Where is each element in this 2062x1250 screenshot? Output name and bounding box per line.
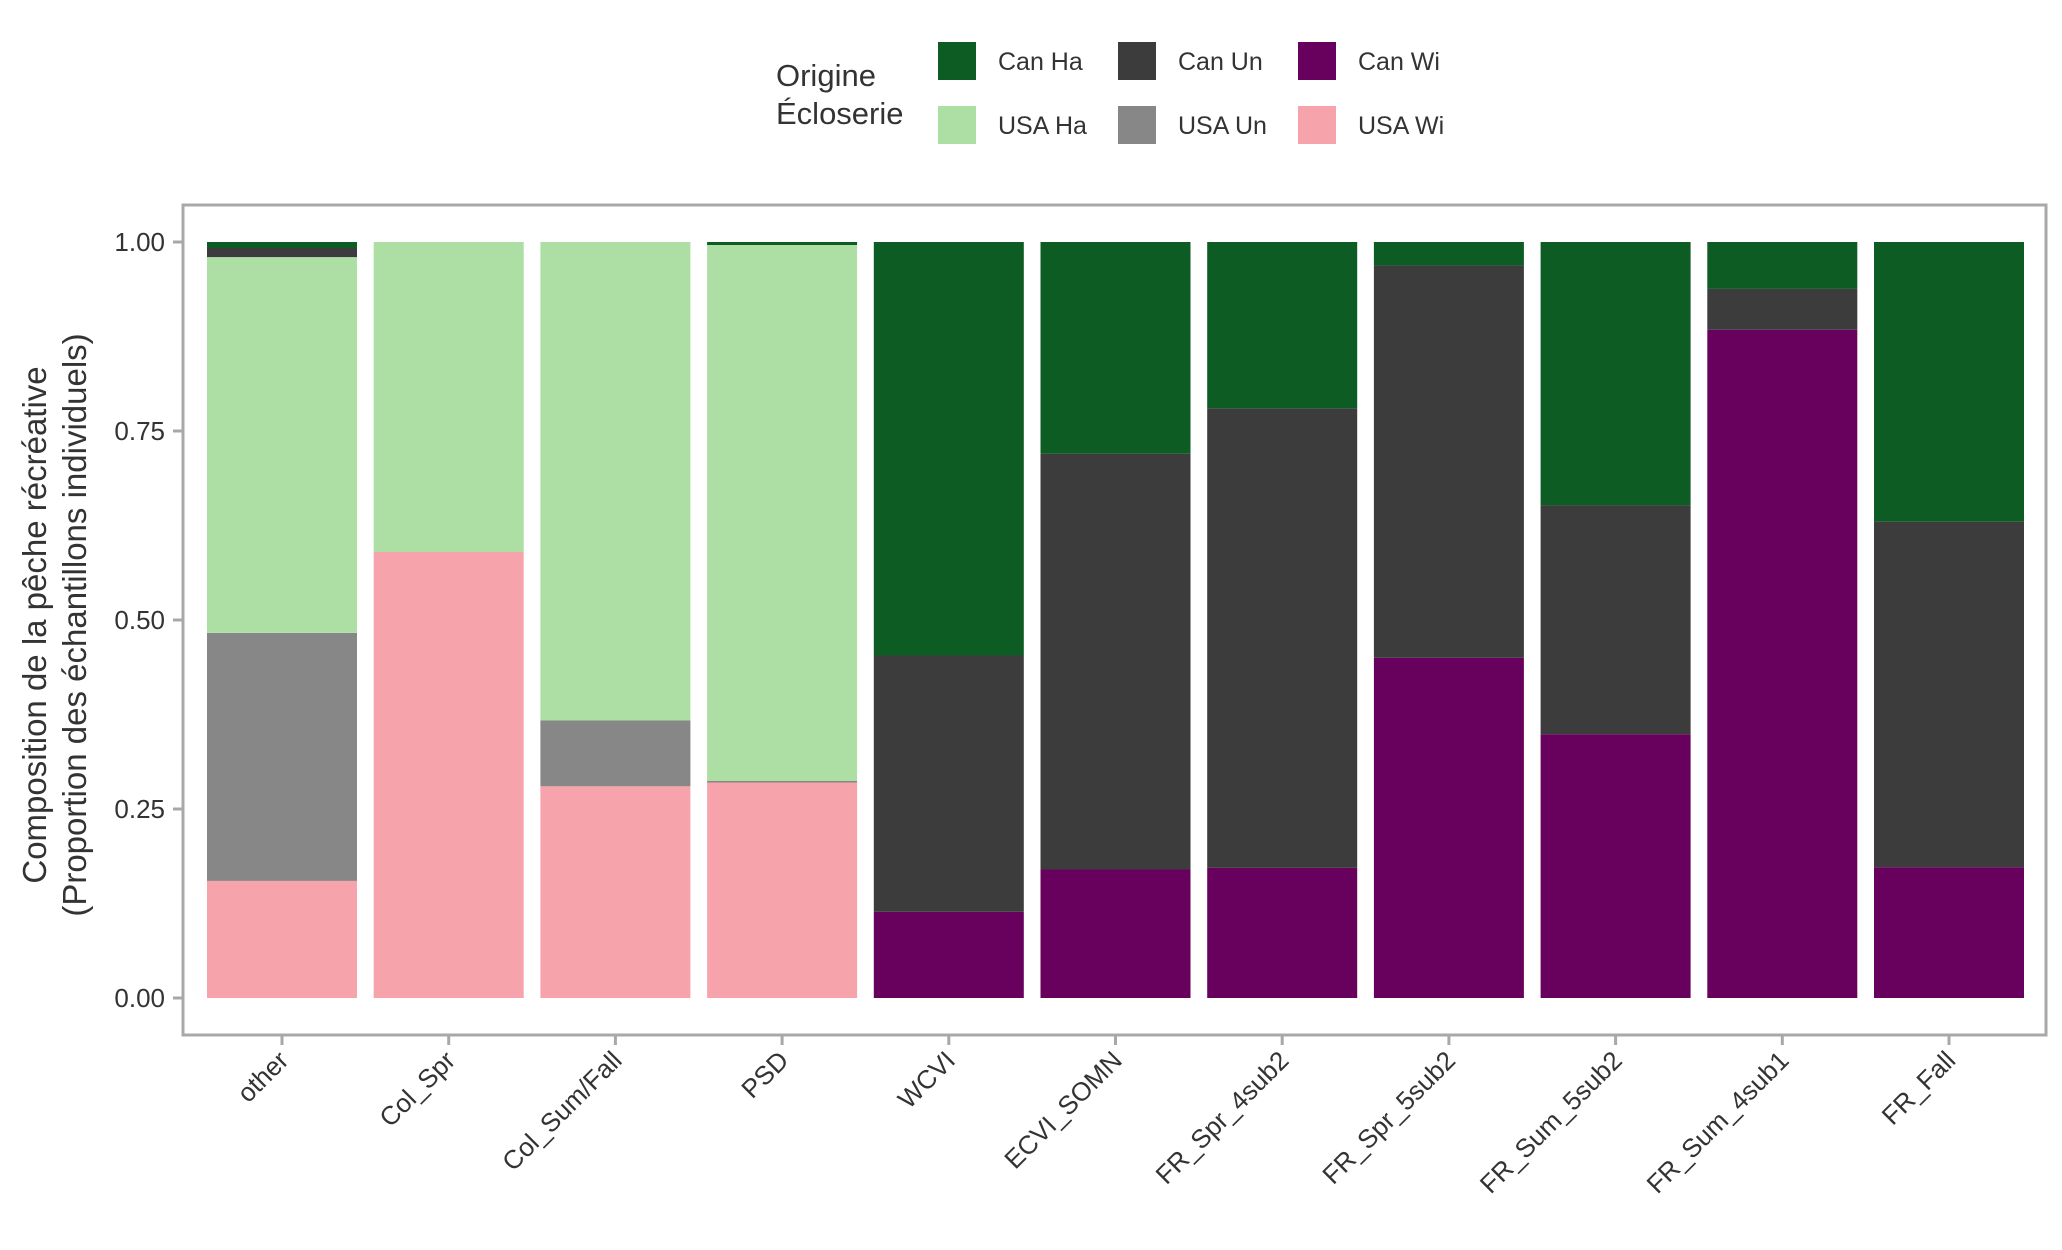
x-tick-label-fr-spr-5sub2: FR_Spr_5sub2: [1316, 1045, 1461, 1190]
bar-fr-spr-4sub2-can-ha: [1207, 242, 1358, 409]
legend-label-can-un: Can Un: [1178, 48, 1263, 76]
bar-col-spr-usa-wi: [373, 552, 524, 998]
bar-fr-sum-5sub2-can-un: [1540, 505, 1691, 735]
bar-other-can-ha: [207, 242, 357, 248]
legend-swatch-can-wi: [1298, 42, 1336, 80]
bar-psd-usa-wi: [707, 782, 858, 998]
bar-fr-spr-4sub2-can-wi: [1207, 868, 1358, 998]
bar-other-usa-un: [207, 632, 357, 881]
bar-psd-usa-un: [707, 781, 858, 783]
bar-col-sum-fall-usa-un: [540, 720, 691, 787]
bar-fr-sum-5sub2-can-ha: [1540, 242, 1691, 506]
x-tick-label-fr-spr-4sub2: FR_Spr_4sub2: [1150, 1045, 1295, 1190]
bar-psd-can-ha: [707, 242, 858, 245]
bar-ecvi-somn-can-ha: [1040, 242, 1191, 454]
x-tick-label-fr-fall: FR_Fall: [1876, 1045, 1962, 1131]
y-tick-label: 0.75: [114, 416, 165, 446]
bar-ecvi-somn-can-un: [1040, 453, 1191, 870]
legend-label-can-ha: Can Ha: [998, 48, 1083, 76]
x-tick-label-wcvi: WCVI: [892, 1045, 961, 1114]
x-tick-label-fr-sum-4sub1: FR_Sum_4sub1: [1640, 1045, 1794, 1199]
bar-other-can-un: [207, 248, 357, 258]
bar-fr-sum-4sub1-can-wi: [1707, 329, 1858, 998]
y-axis: 0.00 0.25 0.50 0.75 1.00: [114, 227, 183, 1013]
y-tick-label: 1.00: [114, 227, 165, 257]
legend-swatch-usa-wi: [1298, 106, 1336, 144]
bar-ecvi-somn-can-wi: [1040, 869, 1191, 998]
bar-fr-sum-4sub1-can-un: [1707, 288, 1858, 330]
y-axis-title-line2: (Proportion des échantillons individuels…: [56, 333, 93, 916]
x-tick-label-col-sum-fall: Col_Sum/Fall: [496, 1045, 628, 1177]
bar-fr-fall-can-un: [1874, 521, 2024, 868]
bars-layer: [207, 242, 2024, 998]
x-tick-label-psd: PSD: [735, 1045, 794, 1104]
legend-label-can-wi: Can Wi: [1358, 48, 1440, 76]
legend-title-line2: Écloserie: [776, 96, 904, 131]
bar-wcvi-can-wi: [873, 911, 1024, 998]
bar-fr-sum-5sub2-can-wi: [1540, 734, 1691, 998]
legend-title-line1: Origine: [776, 58, 876, 93]
bar-fr-sum-4sub1-can-ha: [1707, 242, 1858, 289]
legend-swatch-can-ha: [938, 42, 976, 80]
x-tick-label-ecvi-somn: ECVI_SOMN: [998, 1045, 1128, 1175]
y-axis-title: Composition de la pêche récréative (Prop…: [16, 333, 93, 916]
x-tick-label-col-spr: Col_Spr: [373, 1045, 461, 1133]
bar-col-spr-usa-ha: [373, 242, 524, 552]
legend-swatch-usa-un: [1118, 106, 1156, 144]
x-tick-label-fr-sum-5sub2: FR_Sum_5sub2: [1474, 1045, 1628, 1199]
bar-fr-spr-5sub2-can-wi: [1373, 657, 1524, 998]
y-tick-label: 0.00: [114, 983, 165, 1013]
legend-label-usa-ha: USA Ha: [998, 112, 1087, 140]
bar-fr-fall-can-ha: [1874, 242, 2024, 522]
legend: Origine Écloserie Can Ha Can Un Can Wi USA …: [776, 42, 1444, 144]
bar-col-sum-fall-usa-wi: [540, 786, 691, 998]
bar-fr-spr-5sub2-can-ha: [1373, 242, 1524, 266]
bar-fr-spr-5sub2-can-un: [1373, 265, 1524, 658]
bar-fr-spr-4sub2-can-un: [1207, 408, 1358, 868]
legend-swatch-usa-ha: [938, 106, 976, 144]
legend-swatch-can-un: [1118, 42, 1156, 80]
bar-other-usa-wi: [207, 880, 357, 998]
bar-wcvi-can-ha: [873, 242, 1024, 656]
bar-other-usa-ha: [207, 257, 357, 633]
y-tick-label: 0.50: [114, 605, 165, 635]
x-axis: other Col_Spr Col_Sum/Fall PSD WCVI ECVI_SOMN…: [231, 1035, 1961, 1199]
x-tick-label-other: other: [231, 1045, 294, 1108]
y-axis-title-line1: Composition de la pêche récréative: [16, 366, 53, 883]
bar-wcvi-can-un: [873, 655, 1024, 912]
legend-label-usa-un: USA Un: [1178, 112, 1267, 140]
y-tick-label: 0.25: [114, 794, 165, 824]
bar-col-sum-fall-usa-ha: [540, 242, 691, 721]
bar-psd-usa-ha: [707, 245, 858, 781]
bar-fr-fall-can-wi: [1874, 867, 2024, 998]
legend-label-usa-wi: USA Wi: [1358, 112, 1444, 140]
